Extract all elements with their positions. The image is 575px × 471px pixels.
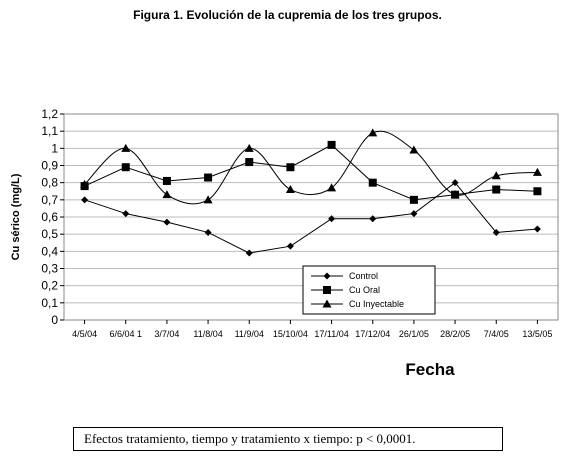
data-point-cu-oral [533,187,542,196]
x-tick-label: 28/2/05 [440,329,470,339]
y-tick-label: 0,5 [41,227,58,241]
x-tick-label: 4/5/04 [72,329,97,339]
y-tick-label: 0 [51,313,58,327]
y-tick-label: 0,7 [41,193,58,207]
legend-marker-control [323,272,331,280]
data-point-cu-inyectable [368,128,378,137]
data-point-control [410,210,418,218]
x-tick-label: 3/7/04 [154,329,179,339]
data-point-control [163,218,171,226]
y-tick-label: 1,1 [41,124,58,138]
data-point-cu-inyectable [532,167,542,176]
series-control [81,179,541,257]
data-point-cu-oral [245,158,254,167]
x-tick-label: 13/5/05 [522,329,552,339]
data-point-cu-inyectable [244,143,254,152]
data-point-cu-inyectable [203,195,213,204]
legend-marker-cu-oral [323,286,331,294]
y-tick-label: 1 [51,141,58,155]
y-tick-label: 0,8 [41,176,58,190]
x-axis-ticks: 4/5/04 6/6/04 1 3/7/04 11/8/04 11/9/04 15/10/… [72,320,552,339]
x-axis-label: Fecha [405,360,455,379]
data-point-cu-oral [492,185,501,194]
series-cu-inyectable [80,128,542,205]
y-axis-ticks: 0 0,1 0,2 0,3 0,4 0,5 0,6 0,7 0,8 0,9 1 1,1 1,2 [41,107,64,327]
data-point-control [533,225,541,233]
x-tick-label: 26/1/05 [399,329,429,339]
data-point-cu-oral [121,163,130,172]
line-chart: 0 0,1 0,2 0,3 0,4 0,5 0,6 0,7 0,8 0,9 1 1,1 1,2 4/5/… [10,107,559,379]
x-tick-label: 17/11/04 [314,329,348,339]
data-point-control [286,242,294,250]
statistics-footnote: Efectos tratamiento, tiempo y tratamient… [73,427,503,451]
data-point-control [492,228,500,236]
data-point-control [328,215,336,223]
data-point-cu-inyectable [491,171,501,180]
y-tick-label: 0,3 [41,262,58,276]
legend-label-cu-inyectable: Cu Inyectable [349,299,404,309]
legend-label-cu-oral: Cu Oral [349,285,380,295]
data-point-cu-inyectable [327,183,337,192]
series-group [80,128,542,257]
data-point-cu-oral [204,173,213,182]
x-tick-label: 17/12/04 [355,329,390,339]
data-point-control [245,249,253,257]
x-tick-label: 15/10/04 [273,329,308,339]
x-tick-label: 11/8/04 [193,329,222,339]
y-axis-label: Cu sérico (mg/L) [10,173,22,260]
data-point-control [204,228,212,236]
data-point-cu-inyectable [80,179,90,188]
figure-title: Figura 1. Evolución de la cupremia de lo… [133,8,442,22]
x-tick-label: 6/6/04 1 [109,329,142,339]
legend-marker-cu-inyectable [322,299,332,308]
data-point-cu-inyectable [285,185,295,194]
data-point-control [81,196,89,204]
y-tick-label: 0,1 [41,296,58,310]
legend-label-control: Control [349,271,378,281]
x-tick-label: 11/9/04 [235,329,264,339]
data-point-cu-inyectable [162,190,172,199]
data-point-cu-inyectable [450,190,460,199]
data-point-cu-oral [368,178,377,187]
series-line-cu-oral [84,144,538,201]
y-tick-label: 0,9 [41,159,58,173]
y-tick-label: 1,2 [41,107,58,121]
y-tick-label: 0,6 [41,210,58,224]
data-point-cu-oral [286,163,295,172]
series-line-control [84,181,538,254]
y-tick-label: 0,2 [41,279,58,293]
data-point-control [122,210,130,218]
data-point-cu-inyectable [121,143,131,152]
data-point-control [451,179,459,187]
x-tick-label: 7/4/05 [484,329,509,339]
data-point-control [369,215,377,223]
data-point-cu-oral [162,176,171,185]
data-point-cu-oral [409,195,418,204]
data-point-cu-inyectable [409,145,419,154]
data-point-cu-oral [327,140,336,149]
y-tick-label: 0,4 [41,244,58,258]
legend: Control Cu Oral Cu Inyectable [302,265,436,315]
